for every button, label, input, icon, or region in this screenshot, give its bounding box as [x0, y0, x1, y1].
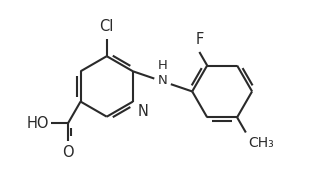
- Text: HO: HO: [26, 116, 49, 131]
- Text: N: N: [137, 104, 148, 119]
- Text: H
N: H N: [158, 59, 167, 87]
- Text: CH₃: CH₃: [248, 136, 274, 150]
- Text: O: O: [62, 145, 74, 160]
- Text: Cl: Cl: [100, 19, 114, 34]
- Text: F: F: [195, 32, 204, 47]
